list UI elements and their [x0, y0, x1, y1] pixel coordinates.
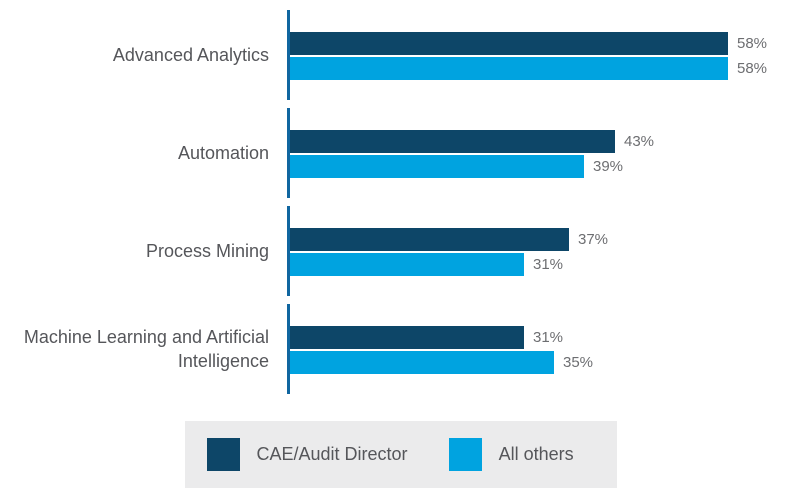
bar-all-others [290, 155, 584, 178]
value-label: 31% [533, 329, 564, 346]
chart-group-machine-learning-ai: Machine Learning and Artificial Intellig… [0, 304, 801, 394]
legend-swatch-all-others [448, 438, 482, 471]
chart-group-process-mining: Process Mining 37% 31% [0, 206, 801, 296]
bar-row: 58% [290, 57, 801, 80]
legend-item-cae-audit-director: CAE/Audit Director [206, 438, 408, 471]
bar-row: 35% [290, 351, 801, 374]
bar-row: 58% [290, 32, 801, 55]
category-label: Machine Learning and Artificial Intellig… [23, 326, 269, 371]
bar-all-others [290, 351, 554, 374]
category-label: Process Mining [145, 240, 269, 261]
legend-swatch-cae-audit-director [206, 438, 240, 471]
legend-item-all-others: All others [448, 438, 574, 471]
bar-all-others [290, 253, 524, 276]
value-label: 37% [578, 231, 609, 248]
bar-cae-audit-director [290, 228, 569, 251]
value-label: 31% [533, 256, 564, 273]
bar-all-others [290, 57, 728, 80]
group-bars: 37% 31% [287, 206, 801, 296]
bar-cae-audit-director [290, 32, 728, 55]
legend-label: CAE/Audit Director [256, 444, 408, 464]
group-bars: 31% 35% [287, 304, 801, 394]
bar-cae-audit-director [290, 326, 524, 349]
group-bars: 43% 39% [287, 108, 801, 198]
legend-label: All others [498, 444, 574, 464]
value-label: 43% [624, 133, 655, 150]
value-label: 58% [737, 60, 768, 77]
value-label: 35% [563, 354, 594, 371]
category-label: Advanced Analytics [112, 44, 269, 65]
grouped-bar-chart: Advanced Analytics 58% 58% Automation 43… [0, 10, 801, 394]
bar-row: 31% [290, 253, 801, 276]
bar-row: 39% [290, 155, 801, 178]
category-label: Automation [177, 142, 269, 163]
value-label: 39% [593, 158, 624, 175]
bar-row: 43% [290, 130, 801, 153]
group-bars: 58% 58% [287, 10, 801, 100]
bar-row: 37% [290, 228, 801, 251]
bar-cae-audit-director [290, 130, 615, 153]
chart-group-advanced-analytics: Advanced Analytics 58% 58% [0, 10, 801, 100]
value-label: 58% [737, 35, 768, 52]
bar-row: 31% [290, 326, 801, 349]
legend: CAE/Audit Director All others [184, 421, 617, 488]
chart-group-automation: Automation 43% 39% [0, 108, 801, 198]
